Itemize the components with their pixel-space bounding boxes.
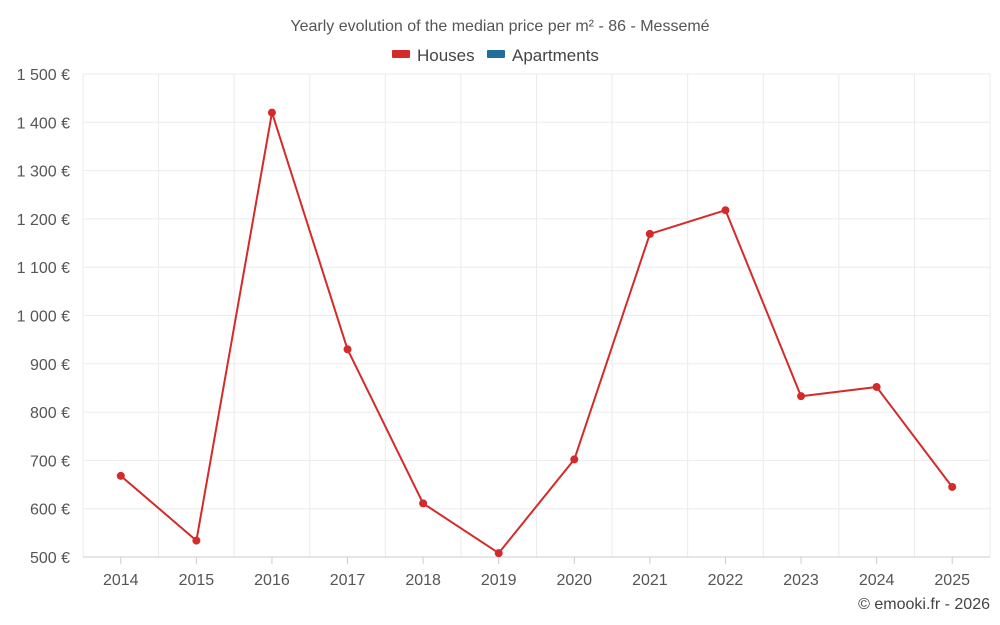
data-point-2022[interactable] (721, 206, 730, 215)
y-axis: 500 € 600 € 700 € 800 € 900 € 1 000 € 1 100 € 1… (17, 67, 70, 567)
data-point-2019[interactable] (494, 549, 503, 558)
x-tick-label-2021: 2021 (632, 572, 668, 589)
legend-item-houses[interactable]: Houses (392, 46, 475, 65)
y-tick-label-1000: 1 000 € (17, 309, 70, 326)
y-tick-label-1200: 1 200 € (17, 212, 70, 229)
data-point-2023[interactable] (797, 392, 806, 401)
series-line-houses (120, 111, 953, 555)
x-tick-label-2018: 2018 (405, 572, 441, 589)
data-point-2014[interactable] (116, 471, 125, 480)
y-tick-label-1400: 1 400 € (17, 115, 70, 132)
legend[interactable]: Houses Apartments (392, 46, 599, 65)
legend-label-apartments: Apartments (512, 46, 599, 65)
y-tick-label-600: 600 € (30, 502, 70, 519)
x-tick-label-2025: 2025 (934, 572, 970, 589)
x-tick-label-2020: 2020 (556, 572, 592, 589)
credit-text: © emooki.fr - 2026 (858, 596, 990, 613)
x-tick-label-2019: 2019 (481, 572, 517, 589)
x-tick-label-2014: 2014 (103, 572, 139, 589)
x-axis: 2014 2015 2016 2017 2018 2019 2020 2021 2022 2023… (83, 556, 990, 589)
legend-label-houses: Houses (417, 46, 475, 65)
legend-item-apartments[interactable]: Apartments (487, 46, 599, 65)
x-tick-label-2016: 2016 (254, 572, 290, 589)
y-tick-label-900: 900 € (30, 357, 70, 374)
x-tick-label-2022: 2022 (708, 572, 744, 589)
x-tick-label-2024: 2024 (859, 572, 895, 589)
y-tick-label-800: 800 € (30, 405, 70, 422)
legend-swatch-apartments (487, 50, 505, 58)
gridlines (82, 73, 991, 557)
data-point-2018[interactable] (419, 499, 428, 508)
chart-title: Yearly evolution of the median price per… (290, 18, 709, 35)
data-point-2025[interactable] (948, 482, 957, 491)
y-tick-label-1500: 1 500 € (17, 67, 70, 84)
data-point-2020[interactable] (570, 455, 579, 464)
y-tick-label-1300: 1 300 € (17, 164, 70, 181)
data-point-2021[interactable] (645, 229, 654, 238)
y-tick-label-700: 700 € (30, 453, 70, 470)
data-point-2017[interactable] (343, 345, 352, 354)
data-point-2015[interactable] (192, 536, 201, 545)
x-tick-label-2015: 2015 (179, 572, 215, 589)
y-tick-label-1100: 1 100 € (17, 260, 70, 277)
x-tick-label-2023: 2023 (783, 572, 819, 589)
legend-swatch-houses (392, 50, 410, 58)
data-point-2016[interactable] (267, 108, 276, 117)
y-tick-label-500: 500 € (30, 550, 70, 567)
data-point-2024[interactable] (872, 382, 881, 391)
x-tick-label-2017: 2017 (330, 572, 366, 589)
series-houses (116, 108, 957, 558)
